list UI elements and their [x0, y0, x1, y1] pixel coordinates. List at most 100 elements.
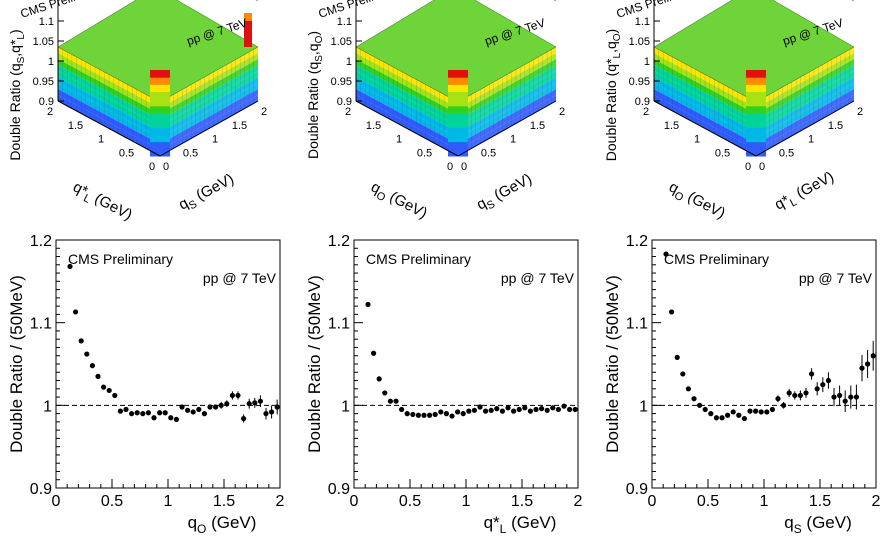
data-point: [67, 263, 73, 270]
data-point: [157, 410, 163, 416]
surface-left-face: [58, 77, 160, 138]
data-point: [775, 396, 781, 402]
peak-bar: [448, 98, 468, 107]
surface-right-face: [458, 71, 556, 132]
data-point: [736, 412, 742, 418]
projection-chart-1: 0.9 1 1.1 1.2 0 0.5 1 1.5 2 CMS Preliminary pp @ 7…: [7, 233, 285, 536]
data-point: [257, 398, 263, 404]
data-point: [129, 411, 135, 417]
data-point: [229, 392, 235, 399]
data-point: [173, 416, 179, 422]
energy-label: pp @ 7 TeV: [799, 270, 873, 286]
data-point: [84, 351, 90, 357]
y-tick-label: 0.9: [626, 481, 648, 498]
peak-bar: [448, 105, 468, 114]
y-tick-label: 1.1: [30, 316, 52, 333]
surface-left-face: [58, 71, 160, 132]
data-point: [376, 376, 382, 382]
data-point: [753, 408, 759, 414]
data-point: [488, 407, 494, 413]
z-tick-label: 0.95: [629, 76, 650, 88]
right-tick-label: 1: [510, 134, 516, 146]
cms-label: CMS Preliminary: [317, 0, 407, 21]
z-tick-label: 1: [48, 56, 54, 68]
peak-bar: [746, 77, 766, 85]
left-tick-label: 0.5: [715, 147, 730, 159]
left-tick-label: 0.5: [417, 147, 432, 159]
data-point: [246, 401, 252, 407]
x-axis-label: qO (GeV): [665, 179, 728, 222]
left-tick-label: 0: [149, 161, 155, 173]
data-point: [201, 411, 207, 417]
data-point: [820, 382, 826, 388]
data-point: [387, 398, 393, 404]
x-tick-label: 0.5: [697, 493, 719, 510]
surface-right-face: [458, 83, 556, 144]
surface-left-face: [58, 47, 160, 108]
data-point: [555, 406, 561, 413]
x-tick-label: 1: [760, 493, 769, 510]
left-tick-label: 1: [694, 134, 700, 146]
data-point: [477, 404, 483, 410]
data-point: [527, 408, 533, 414]
data-point: [572, 406, 578, 413]
surface-left-face: [356, 77, 458, 138]
data-point: [421, 412, 427, 418]
cms-label: CMS Preliminary: [366, 251, 471, 267]
data-point: [263, 411, 269, 417]
z-axis-label: Double Ratio (q*L,qO): [603, 29, 623, 161]
data-point: [764, 409, 770, 415]
data-point: [213, 404, 219, 410]
surface-left-face: [654, 71, 756, 132]
data-point: [685, 386, 691, 392]
data-point: [708, 411, 714, 417]
data-point: [185, 407, 191, 413]
data-point: [567, 406, 573, 413]
data-point: [544, 407, 550, 413]
data-point: [663, 251, 669, 257]
z-tick-label: 1.05: [629, 36, 650, 48]
x-tick-label: 2: [872, 493, 881, 510]
surface-right-face: [458, 95, 556, 156]
peak-bar: [448, 70, 468, 78]
data-point: [365, 301, 371, 308]
data-point: [494, 406, 500, 412]
lego-panel-3: 0.9 0.95 1 1.05 1.1 2 1.5 1 0.5 0 0 0.5 1 1.5 2 CMS Pre…: [596, 0, 894, 222]
surface-left-face: [654, 89, 756, 150]
left-tick-label: 2: [643, 106, 649, 118]
peak-bar: [150, 77, 170, 85]
cms-label: CMS Preliminary: [68, 251, 173, 267]
y-axis-label: Double Ratio / (50MeV): [7, 275, 26, 453]
projection-chart-3: 0.9 1 1.1 1.2 0 0.5 1 1.5 2 CMS Preliminary pp @ 7…: [603, 233, 881, 536]
data-point: [831, 394, 837, 400]
z-tick-label: 1.1: [39, 16, 54, 28]
y-tick-label: 1.2: [626, 233, 648, 250]
lego-chart-3: 0.9 0.95 1 1.05 1.1 2 1.5 1 0.5 0 0 0.5 1 1.5 2 CMS Pre…: [603, 0, 863, 222]
x-tick-label: 2: [276, 493, 285, 510]
surface-left-face: [58, 89, 160, 150]
data-point: [252, 400, 258, 406]
x-tick-label: 0: [52, 493, 61, 510]
data-point: [769, 406, 775, 413]
surface-right-face: [160, 95, 258, 156]
data-point: [117, 408, 123, 414]
surface-left-face: [58, 59, 160, 120]
left-tick-label: 1: [98, 134, 104, 146]
left-tick-label: 1.5: [366, 120, 381, 132]
lego-chart-1: 0.9 0.95 1 1.05 1.1 2 1.5 1 0.5 0 0 0.5 1 1.5 2 CMS Pre…: [7, 0, 267, 224]
peak-bar: [150, 120, 170, 128]
peak-bar: [150, 91, 170, 100]
data-point: [870, 353, 876, 359]
data-point: [438, 409, 444, 415]
surface-right-face: [458, 47, 556, 108]
z-axis-label: Double Ratio (qS,qO): [305, 31, 325, 159]
data-point: [241, 415, 247, 422]
z-tick-label: 1.1: [337, 16, 352, 28]
z-tick-label: 1.05: [331, 36, 352, 48]
surface-left-face: [654, 59, 756, 120]
data-point: [134, 410, 140, 416]
surface-left-face: [58, 65, 160, 126]
peak-bar: [746, 120, 766, 128]
data-point: [865, 361, 871, 367]
peak-bar: [448, 141, 468, 150]
